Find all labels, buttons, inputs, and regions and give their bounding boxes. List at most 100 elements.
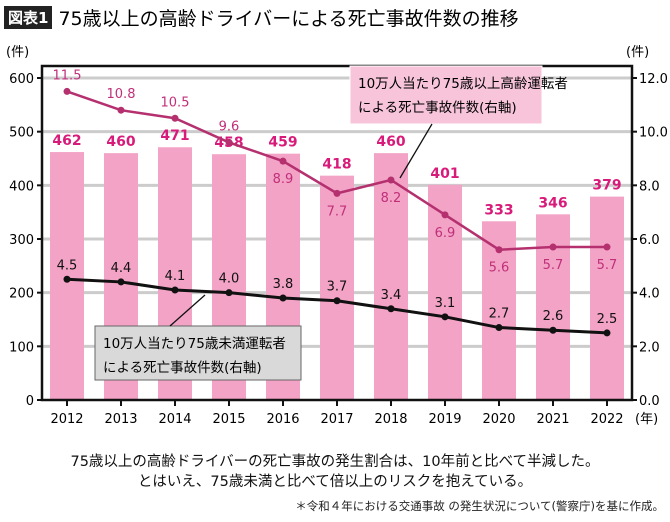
bar-label: 418 <box>322 157 351 173</box>
callout-arrow <box>169 294 206 327</box>
series-point <box>549 326 557 334</box>
right-tick-label: 4.0 <box>639 287 660 302</box>
series-point <box>279 157 287 165</box>
right-tick-label: 0.0 <box>639 394 660 409</box>
callout-text: 10万人当たり75歳以上高齢運転者 <box>358 75 568 92</box>
series-label: 5.7 <box>597 258 618 273</box>
x-axis-unit: (年) <box>635 412 658 427</box>
bar-label: 471 <box>160 128 189 144</box>
left-tick-label: 100 <box>9 340 34 355</box>
series-point <box>441 313 449 321</box>
series-label: 8.2 <box>381 191 402 206</box>
note-line2: とはいえ、75歳未満と比べて倍以上のリスクを抱えている。 <box>137 474 533 490</box>
bar-label: 379 <box>592 178 621 194</box>
right-tick-label: 8.0 <box>639 179 660 194</box>
series-point <box>549 243 557 251</box>
series-label: 4.5 <box>57 258 78 273</box>
x-tick-label: 2015 <box>212 412 245 427</box>
x-tick-label: 2018 <box>374 412 407 427</box>
series-label: 2.6 <box>543 309 564 324</box>
x-tick-label: 2013 <box>104 412 137 427</box>
x-tick-label: 2021 <box>536 412 569 427</box>
series-label: 3.1 <box>435 296 456 311</box>
left-tick-label: 500 <box>9 126 34 141</box>
right-tick-label: 10.0 <box>639 126 668 141</box>
chart-svg: 0 0.0 100 2.0 200 4.0 300 6.0 400 8.0 500 10.0 600 12… <box>6 45 668 427</box>
series-label: 10.5 <box>161 95 190 110</box>
bar-label: 333 <box>484 202 513 218</box>
x-tick-label: 2014 <box>158 412 191 427</box>
bar <box>536 214 570 400</box>
bar <box>374 153 408 400</box>
series-point <box>333 189 341 197</box>
figure-title: 図表1 75歳以上の高齢ドライバーによる死亡事故件数の推移 <box>4 4 519 31</box>
bar <box>590 196 624 400</box>
series-label: 3.7 <box>327 280 348 295</box>
x-tick-label: 2012 <box>50 412 83 427</box>
series-label: 3.8 <box>273 277 294 292</box>
series-point <box>279 294 287 302</box>
left-tick-label: 600 <box>9 72 34 87</box>
x-tick-label: 2017 <box>320 412 353 427</box>
series-label: 8.9 <box>273 172 294 187</box>
callout-box <box>349 65 543 125</box>
x-tick-label: 2019 <box>428 412 461 427</box>
series-label: 4.0 <box>219 272 240 287</box>
series-point <box>333 297 341 305</box>
series-point <box>171 114 179 122</box>
series-point <box>117 106 125 114</box>
callout-box <box>94 325 302 381</box>
callout-arrow <box>399 123 433 179</box>
series-label: 4.1 <box>165 269 186 284</box>
series-label: 9.6 <box>219 119 240 134</box>
bar-label: 401 <box>430 166 459 182</box>
right-tick-label: 6.0 <box>639 233 660 248</box>
x-tick-label: 2020 <box>482 412 515 427</box>
series-label: 6.9 <box>435 226 456 241</box>
right-tick-label: 12.0 <box>639 72 668 87</box>
left-axis-unit: (件) <box>6 45 29 60</box>
bar-label: 459 <box>268 135 297 151</box>
series-label: 7.7 <box>327 204 348 219</box>
source-note: ＊令和４年における交通事故 の発生状況について(警察庁)を基に作成。 <box>295 499 664 513</box>
callout-text: による死亡事故件数(右軸) <box>358 100 517 116</box>
series-point <box>495 246 503 254</box>
left-tick-label: 400 <box>9 179 34 194</box>
series-point <box>117 278 125 286</box>
bar <box>320 175 354 400</box>
right-axis-unit: (件) <box>626 45 649 60</box>
right-tick-label: 2.0 <box>639 340 660 355</box>
left-tick-label: 0 <box>26 394 34 409</box>
series-label: 11.5 <box>53 68 82 83</box>
x-tick-label: 2016 <box>266 412 299 427</box>
series-point <box>495 324 503 332</box>
series-label: 5.6 <box>489 261 510 276</box>
series-point <box>171 286 179 294</box>
note-line1: 75歳以上の高齢ドライバーの死亡事故の発生割合は、10年前と比べて半減した。 <box>70 454 600 470</box>
series-label: 10.8 <box>107 87 136 102</box>
left-tick-label: 300 <box>9 233 34 248</box>
series-point <box>225 289 233 297</box>
bar-label: 462 <box>52 133 81 149</box>
bar-label: 460 <box>106 134 135 150</box>
series-label: 5.7 <box>543 258 564 273</box>
series-label: 2.7 <box>489 307 510 322</box>
plot-frame <box>40 64 634 402</box>
bar-label: 460 <box>376 134 405 150</box>
bar <box>428 184 462 400</box>
callout-text: 10万人当たり75歳未満運転者 <box>103 336 286 352</box>
series-point <box>63 275 71 283</box>
callout-text: による死亡事故件数(右軸) <box>103 360 262 376</box>
bar-label: 346 <box>538 195 567 211</box>
series-label: 4.4 <box>111 261 132 276</box>
series-point <box>603 243 611 251</box>
left-tick-label: 200 <box>9 287 34 302</box>
series-point <box>603 329 611 337</box>
series-label: 2.5 <box>597 312 618 327</box>
series-point <box>387 176 395 184</box>
series-point <box>225 138 233 146</box>
figure-badge: 図表1 <box>4 6 53 29</box>
series-point <box>387 305 395 313</box>
series-point <box>63 87 71 95</box>
